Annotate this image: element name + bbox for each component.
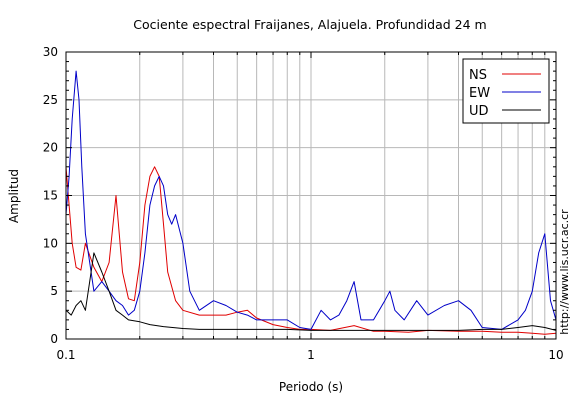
y-tick-label: 10	[43, 236, 58, 250]
x-tick-label: 0.1	[56, 348, 75, 362]
series-lines	[65, 70, 557, 335]
y-tick-label: 20	[43, 141, 58, 155]
x-axis-label: Periodo (s)	[279, 380, 343, 394]
x-tick-label: 10	[548, 348, 563, 362]
y-tick-label: 30	[43, 45, 58, 59]
axes-ticks: 0 5 10 15 20 25 30 0.1 1 10	[43, 45, 564, 362]
legend-label-ud: UD	[469, 104, 489, 119]
legend-box	[462, 58, 550, 124]
series-line-ns	[65, 166, 557, 335]
watermark-text: http://www.lis.ucr.ac.cr	[558, 209, 571, 335]
chart-title: Cociente espectral Fraijanes, Alajuela. …	[133, 17, 486, 32]
legend-label-ns: NS	[469, 68, 487, 83]
legend: NS EW UD	[462, 58, 550, 124]
y-tick-label: 0	[50, 332, 58, 346]
legend-label-ew: EW	[469, 86, 490, 101]
x-tick-label: 1	[307, 348, 315, 362]
y-tick-label: 5	[50, 284, 58, 298]
y-axis-label: Amplitud	[7, 169, 21, 223]
y-tick-label: 15	[43, 189, 58, 203]
y-tick-label: 25	[43, 93, 58, 107]
series-line-ud	[65, 252, 557, 331]
